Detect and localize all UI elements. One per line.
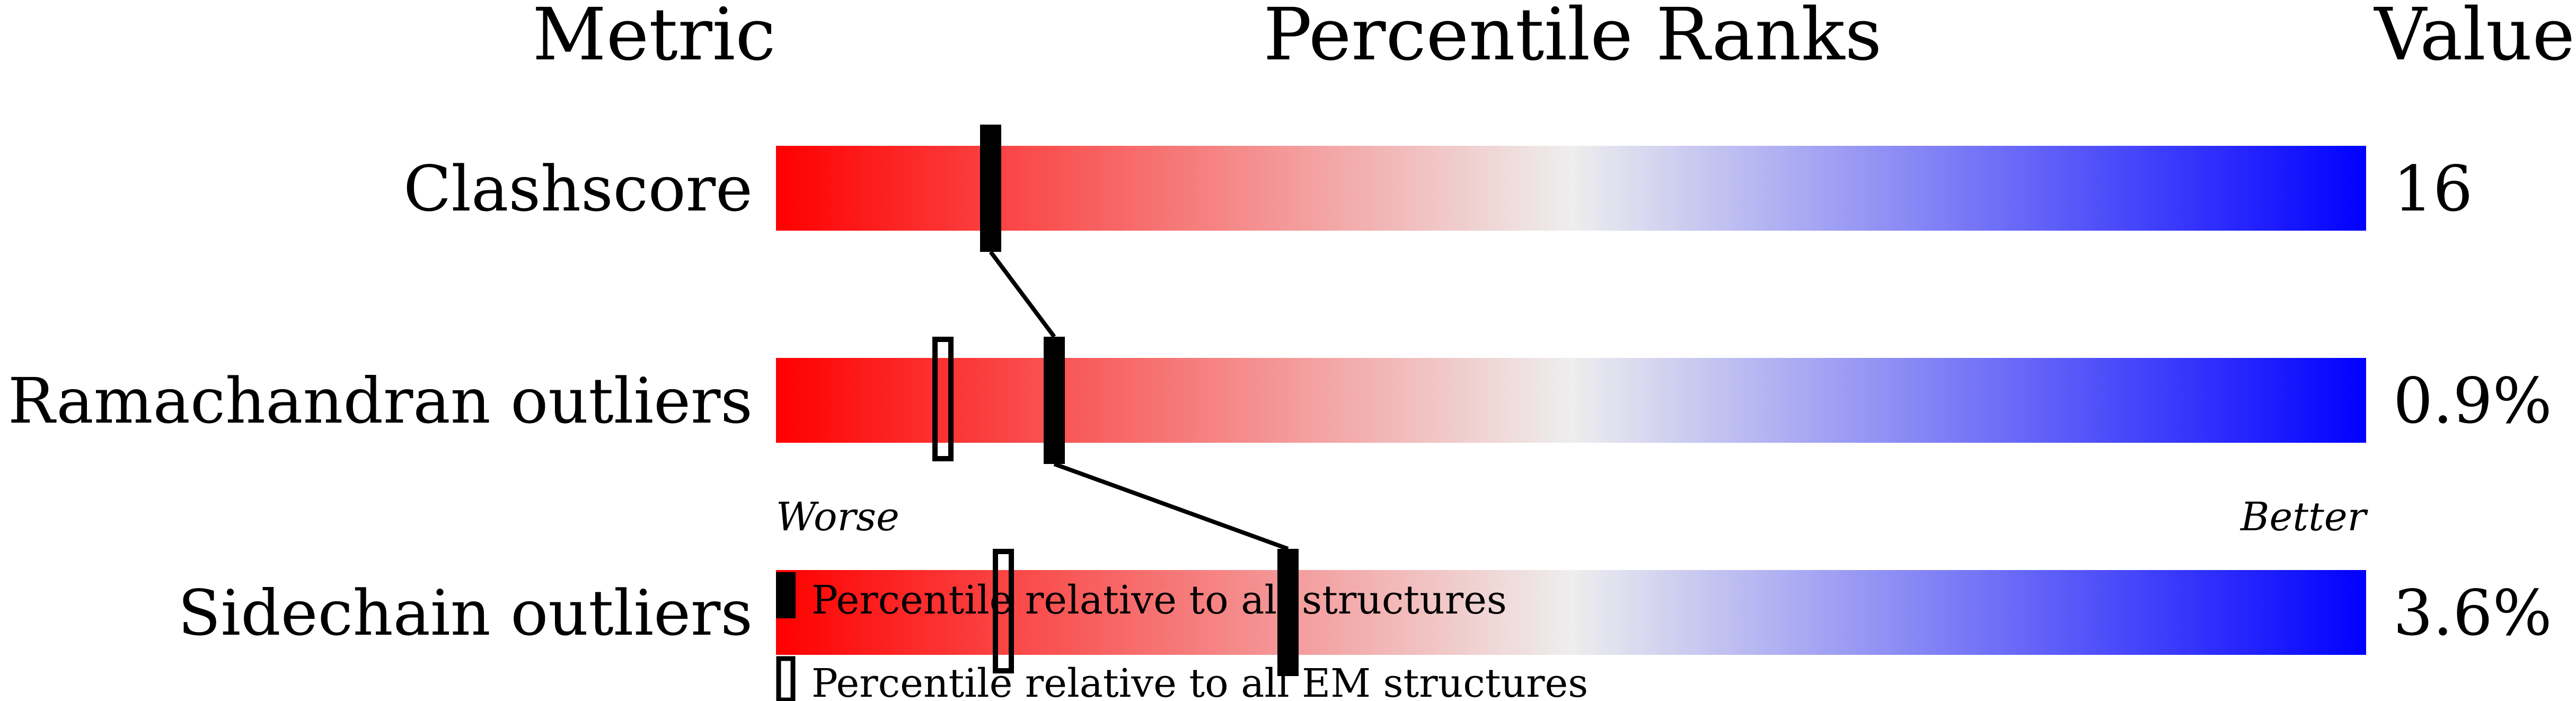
metric-value: 16 xyxy=(2393,152,2473,225)
connector-line xyxy=(1053,462,1289,551)
marker-all-structures xyxy=(1277,549,1299,676)
legend-label-all: Percentile relative to all structures xyxy=(811,577,1507,623)
metric-label: Clashscore xyxy=(403,152,753,225)
metric-label: Ramachandran outliers xyxy=(8,364,753,437)
percentile-bar xyxy=(776,146,2366,231)
marker-em-structures xyxy=(993,549,1014,673)
percentile-bar xyxy=(776,570,2366,655)
axis-label-better: Better xyxy=(2239,494,2368,540)
header-value: Value xyxy=(2374,0,2575,77)
marker-all-structures xyxy=(980,125,1001,252)
percentile-bar xyxy=(776,358,2366,443)
connector-line xyxy=(989,250,1056,338)
metric-label: Sidechain outliers xyxy=(178,576,753,650)
header-percentile-ranks: Percentile Ranks xyxy=(1264,0,1882,77)
marker-em-structures xyxy=(932,337,954,461)
legend-marker-filled xyxy=(776,572,796,618)
metric-value: 0.9% xyxy=(2393,364,2552,437)
legend-label-em: Percentile relative to all EM structures xyxy=(811,661,1588,701)
legend-marker-open xyxy=(776,656,796,701)
legend: Percentile relative to all structures Pe… xyxy=(776,572,1588,701)
header-metric: Metric xyxy=(532,0,775,77)
axis-label-worse: Worse xyxy=(776,494,899,540)
marker-all-structures xyxy=(1044,337,1065,464)
metric-value: 3.6% xyxy=(2393,576,2552,650)
